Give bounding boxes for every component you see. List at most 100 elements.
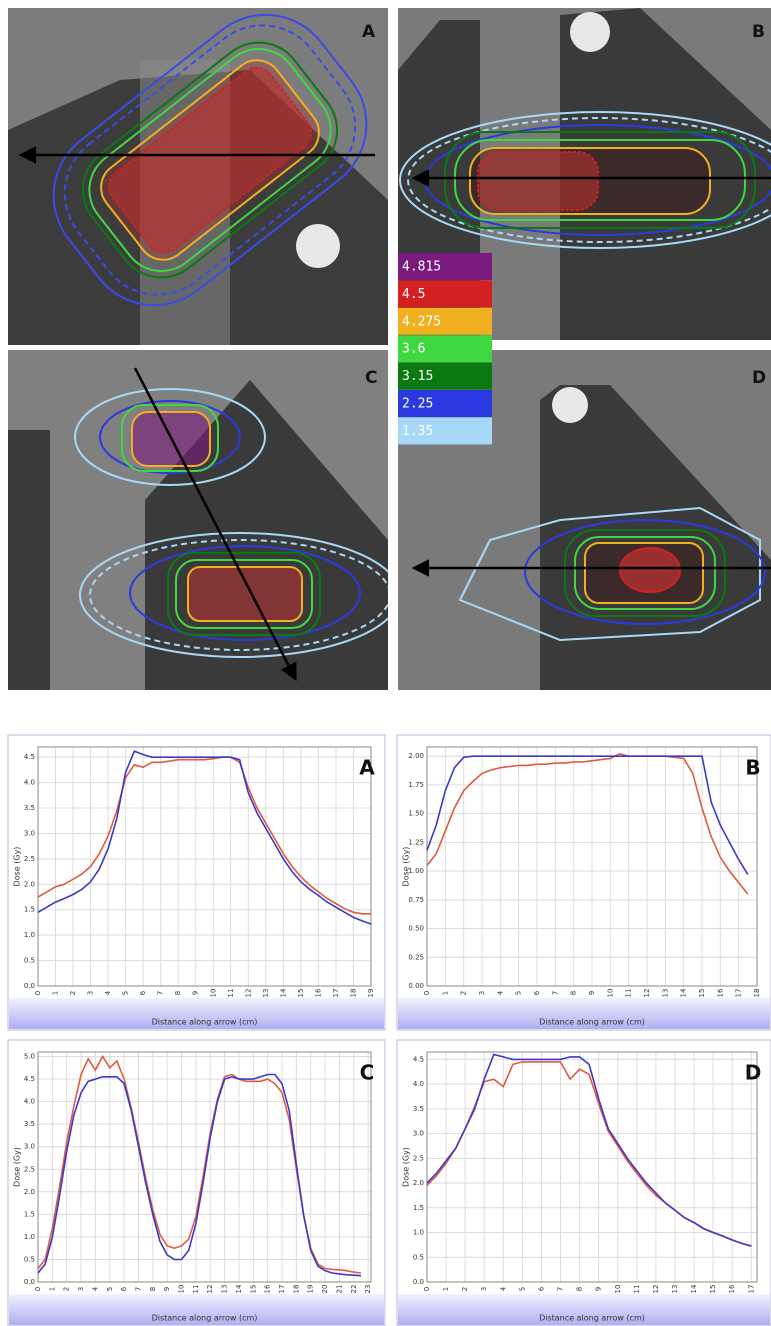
x-tick-label: 20 <box>321 1285 329 1294</box>
x-tick-label: 12 <box>244 989 252 998</box>
y-tick-label: 1.00 <box>408 867 424 875</box>
y-tick-label: 4.0 <box>24 779 35 787</box>
x-tick-label: 5 <box>122 991 130 995</box>
x-tick-label: 10 <box>614 1285 622 1294</box>
y-tick-label: 1.0 <box>24 1233 35 1241</box>
x-tick-label: 19 <box>307 1285 315 1294</box>
x-tick-label: 18 <box>349 989 357 998</box>
x-tick-label: 16 <box>314 988 322 997</box>
x-tick-label: 22 <box>350 1285 358 1294</box>
x-tick-label: 9 <box>192 991 200 995</box>
x-tick-label: 15 <box>698 989 706 998</box>
x-tick-label: 1 <box>52 991 60 995</box>
x-tick-label: 16 <box>716 988 724 997</box>
x-tick-label: 12 <box>652 1285 660 1294</box>
x-tick-label: 10 <box>178 1285 186 1294</box>
x-tick-label: 17 <box>747 1285 755 1294</box>
x-tick-label: 17 <box>278 1285 286 1294</box>
y-tick-label: 0.75 <box>408 896 424 904</box>
chart-title: D <box>745 1061 762 1085</box>
x-tick-label: 5 <box>106 1287 114 1291</box>
x-tick-label: 16 <box>264 1284 272 1293</box>
chart: 0.00.51.01.52.02.53.03.54.04.50123456789… <box>397 1040 771 1326</box>
x-tick-label: 6 <box>533 990 541 995</box>
x-axis-title: Distance along arrow (cm) <box>539 1018 645 1027</box>
x-tick-label: 14 <box>235 1284 243 1293</box>
panel-label: C <box>365 368 377 388</box>
x-tick-label: 18 <box>292 1285 300 1294</box>
x-tick-label: 14 <box>680 988 688 997</box>
x-tick-label: 11 <box>633 1285 641 1294</box>
panel-label: D <box>752 368 766 388</box>
dose-image: A <box>8 0 395 345</box>
x-tick-label: 9 <box>163 1287 171 1291</box>
x-tick-label: 4 <box>104 990 112 995</box>
x-tick-label: 8 <box>576 1287 584 1291</box>
y-tick-label: 0.5 <box>24 1255 35 1263</box>
x-tick-label: 2 <box>460 991 468 995</box>
x-tick-label: 0 <box>423 991 431 995</box>
legend-value: 1.35 <box>402 424 433 439</box>
y-tick-label: 3.5 <box>413 1105 424 1113</box>
y-tick-label: 0.00 <box>408 982 424 990</box>
y-axis-title: Dose (Gy) <box>402 1147 411 1187</box>
x-tick-label: 13 <box>661 989 669 998</box>
x-tick-label: 11 <box>227 989 235 998</box>
x-tick-label: 7 <box>557 1287 565 1291</box>
x-tick-label: 9 <box>588 991 596 995</box>
x-axis-title: Distance along arrow (cm) <box>152 1018 258 1027</box>
y-tick-label: 3.0 <box>413 1130 424 1138</box>
y-axis-title: Dose (Gy) <box>13 1147 22 1187</box>
dose-image: C <box>8 350 400 690</box>
y-tick-label: 1.75 <box>408 781 424 789</box>
x-tick-label: 15 <box>297 989 305 998</box>
x-tick-label: 5 <box>518 1287 526 1291</box>
x-tick-label: 7 <box>134 1287 142 1291</box>
x-tick-label: 8 <box>149 1287 157 1291</box>
y-tick-label: 4.5 <box>24 753 35 761</box>
legend-value: 4.815 <box>402 260 441 275</box>
panel-label: B <box>752 22 765 42</box>
y-tick-label: 0.50 <box>408 925 424 933</box>
y-tick-label: 3.0 <box>24 829 35 837</box>
y-tick-label: 2.5 <box>24 855 35 863</box>
x-tick-label: 4 <box>499 1286 507 1291</box>
x-tick-label: 6 <box>139 990 147 995</box>
x-tick-label: 3 <box>87 991 95 995</box>
x-tick-label: 3 <box>478 991 486 995</box>
x-tick-label: 0 <box>34 1287 42 1291</box>
legend-value: 3.6 <box>402 342 425 357</box>
y-tick-label: 0.0 <box>413 1278 424 1286</box>
chart-frame <box>8 1040 385 1326</box>
chart-title: A <box>359 756 375 780</box>
y-tick-label: 5.0 <box>24 1053 35 1061</box>
y-tick-label: 2.0 <box>24 1188 35 1196</box>
y-tick-label: 2.00 <box>408 752 424 760</box>
y-axis-title: Dose (Gy) <box>402 847 411 887</box>
y-tick-label: 4.0 <box>413 1080 424 1088</box>
y-tick-label: 1.0 <box>413 1229 424 1237</box>
x-tick-label: 3 <box>77 1287 85 1291</box>
y-tick-label: 1.5 <box>24 1210 35 1218</box>
x-tick-label: 12 <box>643 989 651 998</box>
x-tick-label: 23 <box>364 1285 372 1294</box>
x-tick-label: 9 <box>595 1287 603 1291</box>
x-tick-label: 2 <box>461 1287 469 1291</box>
x-tick-label: 1 <box>442 1287 450 1291</box>
chart-title: B <box>745 756 760 780</box>
y-tick-label: 2.0 <box>24 880 35 888</box>
x-tick-label: 12 <box>206 1285 214 1294</box>
x-tick-label: 10 <box>606 989 614 998</box>
x-tick-label: 13 <box>262 989 270 998</box>
x-tick-label: 11 <box>625 989 633 998</box>
x-tick-label: 18 <box>753 989 761 998</box>
x-tick-label: 3 <box>480 1287 488 1291</box>
x-tick-label: 8 <box>174 991 182 995</box>
x-tick-label: 17 <box>735 989 743 998</box>
y-tick-label: 1.50 <box>408 810 424 818</box>
x-tick-label: 5 <box>515 991 523 995</box>
y-tick-label: 0.5 <box>24 957 35 965</box>
y-tick-label: 0.5 <box>413 1253 424 1261</box>
x-tick-label: 4 <box>496 990 504 995</box>
